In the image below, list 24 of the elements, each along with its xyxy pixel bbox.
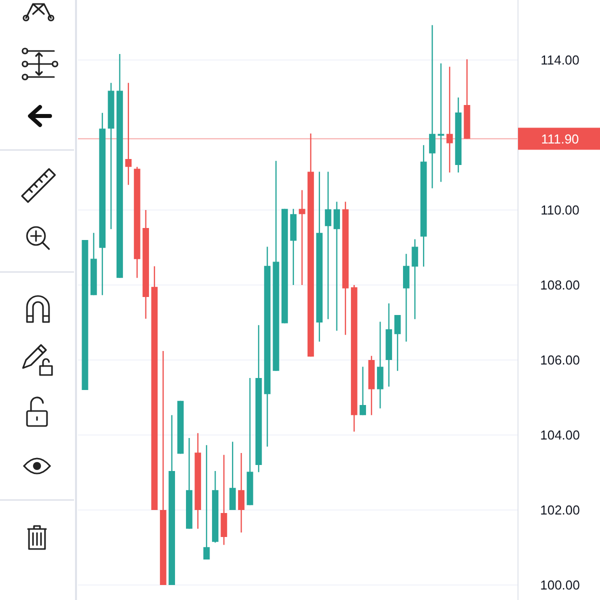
- candlestick: [360, 366, 366, 416]
- candlestick: [203, 444, 210, 560]
- y-tick-label: 110.00: [540, 202, 580, 218]
- candlestick: [429, 24, 436, 189]
- y-tick-label: 104.00: [540, 428, 580, 443]
- candlestick: [394, 314, 401, 372]
- candlestick: [412, 238, 418, 320]
- candlestick: [446, 66, 453, 174]
- y-tick-label: 108.00: [540, 278, 580, 293]
- candlestick: [334, 201, 340, 332]
- candlestick: [125, 82, 132, 186]
- candlestick: [438, 62, 444, 182]
- candlestick: [220, 454, 228, 546]
- candlestick: [403, 253, 410, 342]
- y-tick-label: 100.00: [540, 578, 580, 593]
- candlestick: [298, 190, 306, 286]
- y-tick-label: 114.00: [540, 52, 580, 68]
- y-tick-label: 106.00: [540, 352, 580, 368]
- ref-line-label: 111.90: [541, 131, 579, 146]
- candlestick: [324, 171, 332, 320]
- y-tick-label: 102.00: [540, 502, 580, 518]
- candlestick: [229, 441, 236, 511]
- candlestick: [238, 452, 244, 534]
- candlestick: [376, 321, 384, 409]
